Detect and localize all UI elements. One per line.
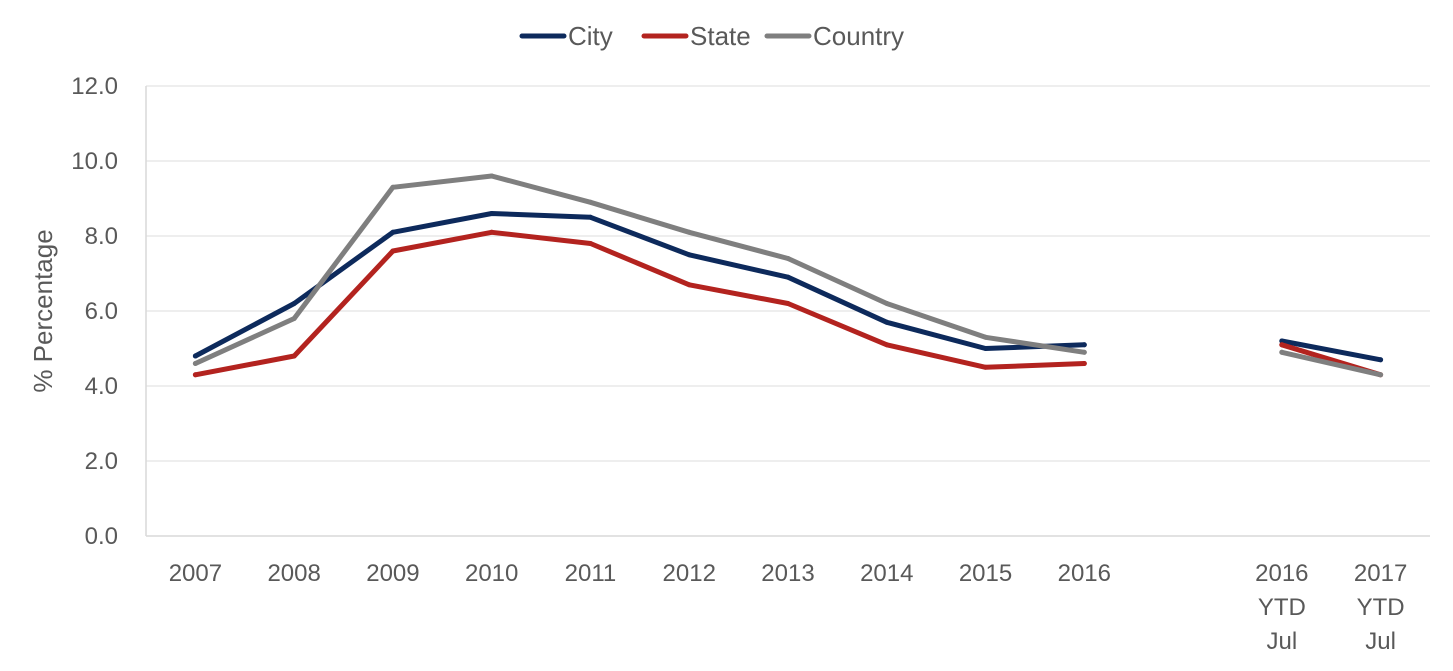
data-point	[1279, 349, 1285, 355]
x-tick-label-line: 2015	[959, 560, 1012, 587]
series-line	[1279, 338, 1384, 363]
data-point	[192, 372, 198, 378]
x-tick-labels: 2007 2008 2009 2010 2011 2012 2013 2014 2015 2016…	[169, 560, 1408, 655]
x-tick-label: 2011	[565, 560, 617, 587]
data-point	[686, 229, 692, 235]
x-tick-label-line: 2016	[1058, 560, 1111, 587]
x-tick-label-line: Jul	[1365, 628, 1396, 655]
data-point	[785, 274, 791, 280]
data-point	[390, 184, 396, 190]
y-axis-label: % Percentage	[28, 229, 58, 392]
data-point	[785, 301, 791, 306]
x-tick-label: 2014	[860, 560, 913, 587]
data-point	[291, 353, 297, 359]
x-tick-label-line: 2011	[565, 560, 617, 587]
y-tick-label: 8.0	[85, 223, 118, 250]
legend-label: Country	[813, 21, 904, 51]
data-point	[390, 248, 396, 254]
x-tick-label-line: 2013	[761, 560, 814, 587]
x-tick-label-line: 2010	[465, 560, 518, 587]
data-point	[884, 319, 890, 325]
data-point	[587, 214, 593, 220]
series-line	[192, 229, 1087, 378]
series-country	[192, 173, 1384, 378]
y-tick-label: 6.0	[85, 298, 118, 325]
x-tick-label: 2016 YTD Jul	[1255, 560, 1308, 655]
x-tick-label-line: YTD	[1258, 594, 1306, 621]
data-point	[587, 241, 593, 246]
data-point	[884, 342, 890, 348]
series-city	[192, 211, 1384, 363]
data-point	[686, 252, 692, 258]
series-state	[192, 229, 1384, 378]
y-tick-label: 4.0	[85, 373, 118, 400]
data-point	[1279, 342, 1285, 348]
gridlines	[146, 85, 1430, 462]
legend-item-state: State	[641, 21, 751, 51]
data-point	[686, 282, 692, 288]
series-line	[192, 211, 1087, 359]
x-tick-label-line: Jul	[1267, 628, 1298, 655]
data-point	[587, 199, 593, 205]
x-tick-label: 2008	[267, 560, 320, 587]
data-point	[983, 346, 989, 351]
x-tick-label-line: YTD	[1357, 594, 1405, 621]
data-point	[390, 229, 396, 235]
series-line	[1279, 349, 1384, 378]
data-point	[1378, 372, 1384, 378]
x-tick-label-line: 2007	[169, 560, 222, 587]
data-point	[489, 173, 495, 179]
x-tick-label: 2015	[959, 560, 1012, 587]
data-point	[983, 364, 989, 370]
legend-label: State	[690, 21, 751, 51]
series-line	[192, 173, 1087, 366]
data-point	[192, 353, 198, 359]
y-tick-labels: 0.0 2.0 4.0 6.0 8.0 10.0 12.0	[71, 73, 118, 550]
x-tick-label: 2013	[761, 560, 814, 587]
x-tick-label-line: 2016	[1255, 560, 1308, 587]
data-point	[1279, 338, 1285, 344]
legend: City State Country	[519, 21, 904, 51]
x-tick-label: 2012	[663, 560, 716, 587]
x-tick-label-line: 2008	[267, 560, 320, 587]
data-point	[489, 229, 495, 235]
legend-item-city: City	[519, 21, 613, 51]
x-tick-label-line: 2017	[1354, 560, 1407, 587]
y-tick-label: 10.0	[71, 148, 118, 175]
data-point	[291, 301, 297, 306]
y-tick-label: 0.0	[85, 523, 118, 550]
data-point	[1378, 357, 1384, 363]
y-tick-label: 2.0	[85, 448, 118, 475]
y-tick-label: 12.0	[71, 73, 118, 100]
x-tick-label-line: 2009	[366, 560, 419, 587]
data-point	[291, 316, 297, 321]
data-point	[489, 211, 495, 216]
series-lines	[192, 173, 1384, 378]
x-tick-label-line: 2014	[860, 560, 913, 587]
x-tick-label: 2010	[465, 560, 518, 587]
legend-label: City	[568, 21, 613, 51]
legend-item-country: Country	[764, 21, 904, 51]
data-point	[1081, 361, 1087, 366]
x-tick-label: 2017 YTD Jul	[1354, 560, 1407, 655]
data-point	[983, 334, 989, 340]
x-tick-label: 2009	[366, 560, 419, 587]
data-point	[192, 361, 198, 366]
data-point	[1081, 349, 1087, 355]
data-point	[785, 256, 791, 261]
x-tick-label-line: 2012	[663, 560, 716, 587]
data-point	[884, 301, 890, 306]
x-tick-label: 2007	[169, 560, 222, 587]
data-point	[1081, 342, 1087, 348]
x-tick-label: 2016	[1058, 560, 1111, 587]
